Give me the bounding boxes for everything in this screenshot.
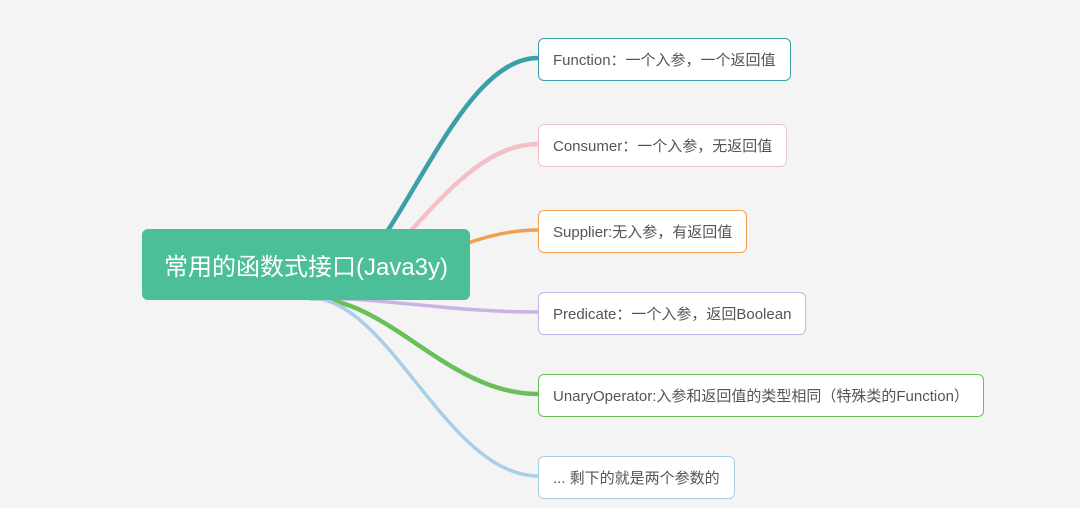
edge-4 xyxy=(310,298,538,394)
edge-3 xyxy=(310,298,538,312)
leaf-node-3[interactable]: Predicate：一个入参，返回Boolean xyxy=(538,292,806,335)
root-node[interactable]: 常用的函数式接口(Java3y) xyxy=(142,229,470,300)
edge-5 xyxy=(310,298,538,476)
leaf-node-5[interactable]: ... 剩下的就是两个参数的 xyxy=(538,456,735,499)
leaf-node-4[interactable]: UnaryOperator:入参和返回值的类型相同（特殊类的Function） xyxy=(538,374,984,417)
leaf-node-1[interactable]: Consumer：一个入参，无返回值 xyxy=(538,124,787,167)
mindmap-canvas: 常用的函数式接口(Java3y) Function：一个入参，一个返回值 Cons… xyxy=(0,0,1080,508)
leaf-node-2[interactable]: Supplier:无入参，有返回值 xyxy=(538,210,747,253)
leaf-node-0[interactable]: Function：一个入参，一个返回值 xyxy=(538,38,791,81)
